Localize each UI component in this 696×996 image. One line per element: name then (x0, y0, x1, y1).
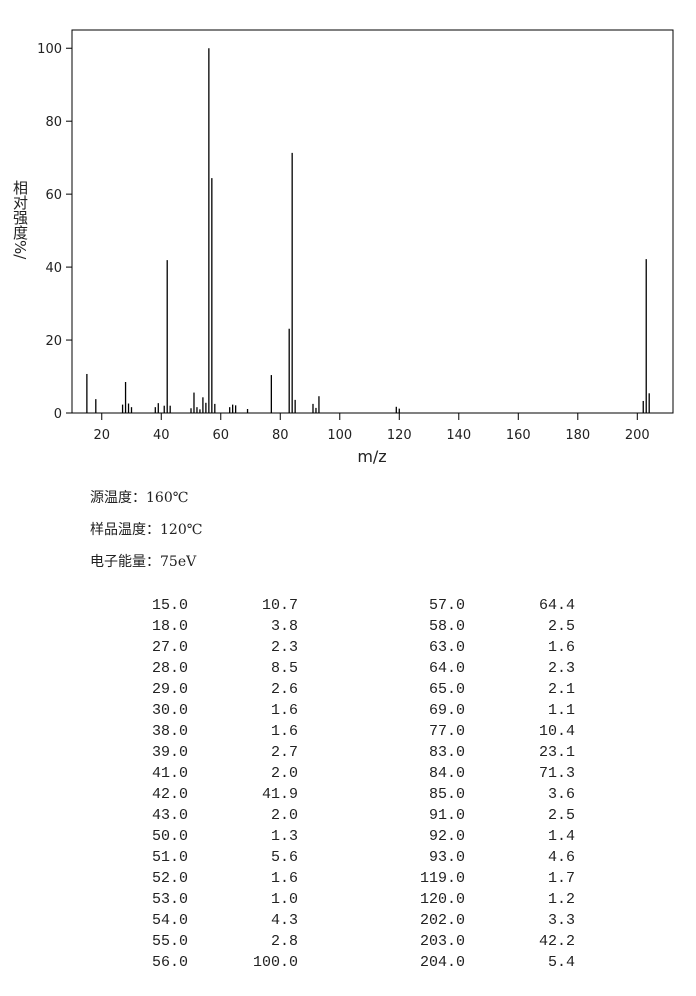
table-cell: 43.0 (152, 807, 188, 824)
table-cell: 2.0 (271, 807, 298, 824)
table-cell: 29.0 (152, 681, 188, 698)
x-tick-label: 20 (93, 428, 110, 443)
table-cell: 77.0 (429, 723, 465, 740)
table-cell: 92.0 (429, 828, 465, 845)
table-cell: 203.0 (420, 933, 465, 950)
table-cell: 1.0 (271, 891, 298, 908)
table-cell: 1.3 (271, 828, 298, 845)
table-cell: 8.5 (271, 660, 298, 677)
table-cell: 30.0 (152, 702, 188, 719)
table-cell: 2.3 (548, 660, 575, 677)
table-cell: 18.0 (152, 618, 188, 635)
y-tick-label: 60 (45, 188, 62, 203)
table-cell: 71.3 (539, 765, 575, 782)
table-cell: 5.6 (271, 849, 298, 866)
table-cell: 119.0 (420, 870, 465, 887)
x-tick-label: 140 (446, 428, 471, 443)
table-cell: 1.6 (271, 723, 298, 740)
table-cell: 50.0 (152, 828, 188, 845)
table-cell: 1.4 (548, 828, 575, 845)
table-cell: 3.3 (548, 912, 575, 929)
x-tick-label: 160 (506, 428, 531, 443)
table-cell: 2.8 (271, 933, 298, 950)
table-cell: 15.0 (152, 597, 188, 614)
table-cell: 69.0 (429, 702, 465, 719)
x-tick-label: 80 (272, 428, 289, 443)
table-cell: 55.0 (152, 933, 188, 950)
table-cell: 2.6 (271, 681, 298, 698)
table-cell: 84.0 (429, 765, 465, 782)
y-tick-label: 40 (45, 261, 62, 276)
table-cell: 23.1 (539, 744, 575, 761)
table-cell: 202.0 (420, 912, 465, 929)
y-tick-label: 0 (54, 407, 62, 422)
x-tick-label: 100 (327, 428, 352, 443)
y-axis-label: 相对强度%/ (11, 180, 29, 260)
table-cell: 58.0 (429, 618, 465, 635)
table-cell: 93.0 (429, 849, 465, 866)
table-cell: 1.6 (271, 870, 298, 887)
table-cell: 28.0 (152, 660, 188, 677)
table-cell: 41.0 (152, 765, 188, 782)
table-cell: 64.0 (429, 660, 465, 677)
x-axis-label: m/z (357, 447, 386, 466)
table-cell: 83.0 (429, 744, 465, 761)
table-cell: 65.0 (429, 681, 465, 698)
x-tick-label: 60 (212, 428, 229, 443)
table-cell: 10.4 (539, 723, 575, 740)
table-cell: 100.0 (253, 954, 298, 971)
y-tick-label: 80 (45, 115, 62, 130)
info-line: 电子能量：75eV (90, 554, 197, 570)
table-cell: 39.0 (152, 744, 188, 761)
table-cell: 2.3 (271, 639, 298, 656)
y-tick-label: 20 (45, 334, 62, 349)
table-cell: 42.0 (152, 786, 188, 803)
table-cell: 56.0 (152, 954, 188, 971)
table-cell: 3.8 (271, 618, 298, 635)
table-cell: 4.6 (548, 849, 575, 866)
x-tick-label: 120 (387, 428, 412, 443)
table-cell: 2.7 (271, 744, 298, 761)
x-tick-label: 200 (625, 428, 650, 443)
table-cell: 51.0 (152, 849, 188, 866)
y-tick-label: 100 (37, 42, 62, 57)
x-tick-label: 180 (565, 428, 590, 443)
table-cell: 27.0 (152, 639, 188, 656)
table-cell: 91.0 (429, 807, 465, 824)
table-cell: 1.7 (548, 870, 575, 887)
info-line: 源温度：160℃ (90, 490, 188, 506)
table-cell: 41.9 (262, 786, 298, 803)
table-cell: 1.1 (548, 702, 575, 719)
table-cell: 2.0 (271, 765, 298, 782)
table-cell: 1.6 (548, 639, 575, 656)
plot-frame (71, 29, 674, 414)
table-cell: 5.4 (548, 954, 575, 971)
info-line: 样品温度：120℃ (90, 522, 202, 538)
table-cell: 85.0 (429, 786, 465, 803)
table-cell: 2.5 (548, 618, 575, 635)
table-cell: 4.3 (271, 912, 298, 929)
table-cell: 2.1 (548, 681, 575, 698)
table-cell: 204.0 (420, 954, 465, 971)
table-cell: 2.5 (548, 807, 575, 824)
table-cell: 54.0 (152, 912, 188, 929)
table-cell: 3.6 (548, 786, 575, 803)
table-cell: 38.0 (152, 723, 188, 740)
x-tick-label: 40 (153, 428, 170, 443)
table-cell: 10.7 (262, 597, 298, 614)
table-cell: 42.2 (539, 933, 575, 950)
table-cell: 52.0 (152, 870, 188, 887)
table-cell: 53.0 (152, 891, 188, 908)
table-cell: 120.0 (420, 891, 465, 908)
table-cell: 64.4 (539, 597, 575, 614)
table-cell: 57.0 (429, 597, 465, 614)
table-cell: 1.6 (271, 702, 298, 719)
table-cell: 1.2 (548, 891, 575, 908)
table-cell: 63.0 (429, 639, 465, 656)
